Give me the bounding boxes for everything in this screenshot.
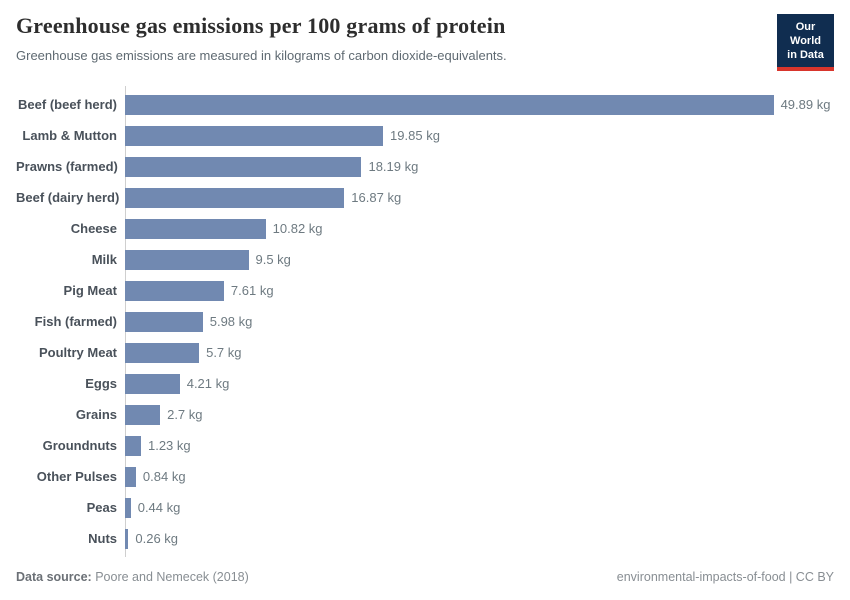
bar-area: 16.87 kg [125, 182, 834, 213]
category-label: Poultry Meat [38, 345, 117, 361]
chart-subtitle: Greenhouse gas emissions are measured in… [16, 48, 507, 64]
category-label: Grains [75, 407, 117, 423]
category-label: Milk [91, 252, 117, 268]
bar-rows: Beef (beef herd) 49.89 kg Lamb & Mutton … [16, 89, 834, 554]
owid-logo-line1: Our World [790, 21, 821, 47]
bar-area: 0.44 kg [125, 492, 834, 523]
value-label: 5.7 kg [206, 345, 242, 361]
category-label: Prawns (farmed) [16, 159, 118, 175]
data-source-value: Poore and Nemecek (2018) [95, 570, 249, 584]
chart-header: Greenhouse gas emissions per 100 grams o… [0, 0, 850, 72]
value-label: 0.44 kg [137, 500, 181, 516]
category-label: Cheese [70, 221, 117, 237]
value-label: 49.89 kg [780, 97, 831, 113]
bar[interactable] [125, 249, 249, 270]
bar-area: 7.61 kg [125, 275, 834, 306]
bar-area: 0.84 kg [125, 461, 834, 492]
bar-area: 2.7 kg [125, 399, 834, 430]
bar-row: Milk 9.5 kg [16, 244, 834, 275]
bar[interactable] [125, 342, 200, 363]
bar-row: Eggs 4.21 kg [16, 368, 834, 399]
category-label: Other Pulses [36, 469, 117, 485]
bar-row: Cheese 10.82 kg [16, 213, 834, 244]
value-label: 10.82 kg [272, 221, 323, 237]
category-label: Groundnuts [42, 438, 117, 454]
bar[interactable] [125, 373, 180, 394]
value-label: 4.21 kg [186, 376, 230, 392]
bar[interactable] [125, 218, 266, 239]
owid-logo-line2: in Data [787, 48, 824, 61]
page-title: Greenhouse gas emissions per 100 grams o… [16, 13, 506, 38]
bar-row: Fish (farmed) 5.98 kg [16, 306, 834, 337]
bar-row: Beef (dairy herd) 16.87 kg [16, 182, 834, 213]
bar-row: Groundnuts 1.23 kg [16, 430, 834, 461]
data-source-label: Data source: [16, 570, 92, 584]
bar-area: 18.19 kg [125, 151, 834, 182]
bar-area: 9.5 kg [125, 244, 834, 275]
bar-area: 49.89 kg [125, 89, 834, 120]
bar-area: 19.85 kg [125, 120, 834, 151]
owid-logo: Our World in Data [777, 14, 834, 72]
value-label: 1.23 kg [147, 438, 191, 454]
value-label: 18.19 kg [368, 159, 419, 175]
bar-area: 10.82 kg [125, 213, 834, 244]
bar[interactable] [125, 466, 136, 487]
bar[interactable] [125, 528, 129, 549]
license-note: environmental-impacts-of-food | CC BY [616, 570, 834, 584]
bar[interactable] [125, 187, 345, 208]
category-label: Eggs [85, 376, 117, 392]
value-label: 5.98 kg [209, 314, 253, 330]
bar[interactable] [125, 156, 362, 177]
value-label: 2.7 kg [167, 407, 203, 423]
bar-area: 4.21 kg [125, 368, 834, 399]
bar-row: Peas 0.44 kg [16, 492, 834, 523]
category-label: Lamb & Mutton [22, 128, 117, 144]
bar-area: 1.23 kg [125, 430, 834, 461]
category-label: Pig Meat [63, 283, 117, 299]
bar-area: 5.98 kg [125, 306, 834, 337]
bar-row: Grains 2.7 kg [16, 399, 834, 430]
bar-row: Poultry Meat 5.7 kg [16, 337, 834, 368]
bar[interactable] [125, 404, 161, 425]
bar-area: 5.7 kg [125, 337, 834, 368]
bar[interactable] [125, 435, 141, 456]
bar[interactable] [125, 311, 203, 332]
bar[interactable] [125, 125, 384, 146]
bar-area: 0.26 kg [125, 523, 834, 554]
value-label: 16.87 kg [351, 190, 402, 206]
category-label: Beef (beef herd) [18, 97, 117, 113]
category-label: Nuts [88, 531, 117, 547]
value-label: 9.5 kg [255, 252, 291, 268]
bar[interactable] [125, 497, 131, 518]
bar-row: Nuts 0.26 kg [16, 523, 834, 554]
value-label: 0.84 kg [142, 469, 186, 485]
bar-row: Lamb & Mutton 19.85 kg [16, 120, 834, 151]
category-label: Beef (dairy herd) [16, 190, 120, 206]
category-label: Fish (farmed) [34, 314, 117, 330]
bar-row: Pig Meat 7.61 kg [16, 275, 834, 306]
bar-row: Other Pulses 0.84 kg [16, 461, 834, 492]
value-label: 7.61 kg [230, 283, 274, 299]
bar[interactable] [125, 280, 224, 301]
value-label: 19.85 kg [390, 128, 440, 144]
header-titles: Greenhouse gas emissions per 100 grams o… [16, 13, 507, 65]
bar-row: Prawns (farmed) 18.19 kg [16, 151, 834, 182]
data-source: Data source: Poore and Nemecek (2018) [16, 570, 249, 584]
category-label: Peas [86, 500, 117, 516]
bar[interactable] [125, 94, 774, 115]
bar-chart: Beef (beef herd) 49.89 kg Lamb & Mutton … [16, 86, 834, 558]
bar-row: Beef (beef herd) 49.89 kg [16, 89, 834, 120]
value-label: 0.26 kg [135, 531, 179, 547]
chart-footer: Data source: Poore and Nemecek (2018) en… [16, 570, 834, 584]
